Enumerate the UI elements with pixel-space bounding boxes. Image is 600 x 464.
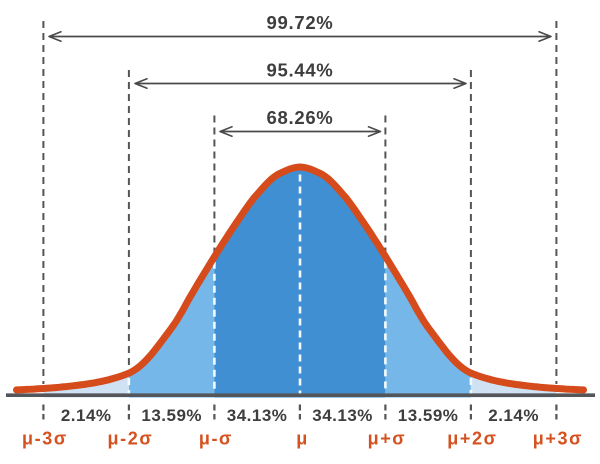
svg-text:μ: μ [296, 429, 309, 449]
svg-text:2.14%: 2.14% [488, 406, 539, 425]
svg-text:μ-2σ: μ-2σ [108, 429, 154, 449]
svg-text:99.72%: 99.72% [267, 12, 334, 33]
svg-text:68.26%: 68.26% [267, 107, 334, 128]
svg-text:34.13%: 34.13% [227, 406, 288, 425]
svg-text:34.13%: 34.13% [312, 406, 373, 425]
svg-text:μ+3σ: μ+3σ [533, 429, 583, 449]
svg-text:μ-σ: μ-σ [199, 429, 233, 449]
svg-text:μ-3σ: μ-3σ [22, 429, 68, 449]
svg-text:13.59%: 13.59% [141, 406, 202, 425]
svg-text:13.59%: 13.59% [398, 406, 459, 425]
svg-text:2.14%: 2.14% [61, 406, 112, 425]
svg-text:95.44%: 95.44% [267, 60, 334, 81]
svg-text:μ+σ: μ+σ [368, 429, 407, 449]
svg-text:μ+2σ: μ+2σ [447, 429, 497, 449]
